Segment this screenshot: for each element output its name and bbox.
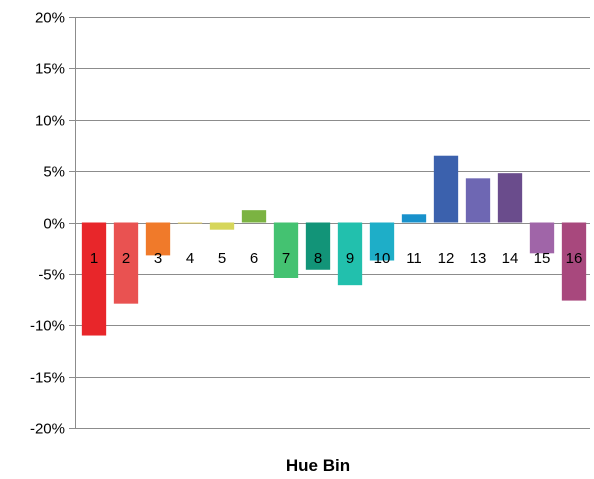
bar-7	[273, 222, 299, 278]
bar-6	[241, 210, 267, 223]
category-label-12: 12	[438, 250, 455, 267]
x-axis-title: Hue Bin	[286, 456, 350, 475]
category-label-6: 6	[250, 250, 258, 267]
bar-13	[465, 178, 491, 223]
y-tick-label: -10%	[30, 318, 65, 335]
bar-3	[145, 222, 171, 256]
bar-layer	[81, 155, 587, 336]
category-label-13: 13	[470, 250, 487, 267]
bar-4	[177, 222, 203, 224]
bar-14	[497, 173, 523, 223]
bar-5	[209, 222, 235, 230]
category-label-2: 2	[122, 250, 130, 267]
category-label-4: 4	[186, 250, 194, 267]
bar-8	[305, 222, 331, 270]
y-tick-label: -5%	[38, 267, 65, 284]
y-tick-label: 0%	[43, 216, 65, 233]
y-tick-label: -20%	[30, 421, 65, 438]
y-tick-label: -15%	[30, 370, 65, 387]
bar-1	[81, 222, 107, 336]
bar-9	[337, 222, 363, 286]
y-tick-label: 15%	[35, 61, 65, 78]
bar-11	[401, 214, 427, 223]
category-label-11: 11	[406, 250, 422, 267]
category-label-15: 15	[534, 250, 551, 267]
bar-10	[369, 222, 395, 261]
category-label-14: 14	[502, 250, 519, 267]
category-label-10: 10	[374, 250, 391, 267]
bar-16	[561, 222, 587, 301]
category-label-16: 16	[566, 250, 583, 267]
bar-12	[433, 155, 459, 223]
category-label-1: 1	[90, 250, 98, 267]
category-label-9: 9	[346, 250, 354, 267]
category-label-8: 8	[314, 250, 322, 267]
y-tick-label: 20%	[35, 10, 65, 27]
bar-15	[529, 222, 555, 254]
y-tick-label: 5%	[43, 164, 65, 181]
category-label-5: 5	[218, 250, 226, 267]
category-label-3: 3	[154, 250, 162, 267]
y-tick-label: 10%	[35, 113, 65, 130]
bar-2	[113, 222, 139, 304]
category-label-7: 7	[282, 250, 290, 267]
label-layer: 1 2 3 4 5 6 7 8 9 10 11 12 13 14 15 16	[90, 250, 583, 267]
